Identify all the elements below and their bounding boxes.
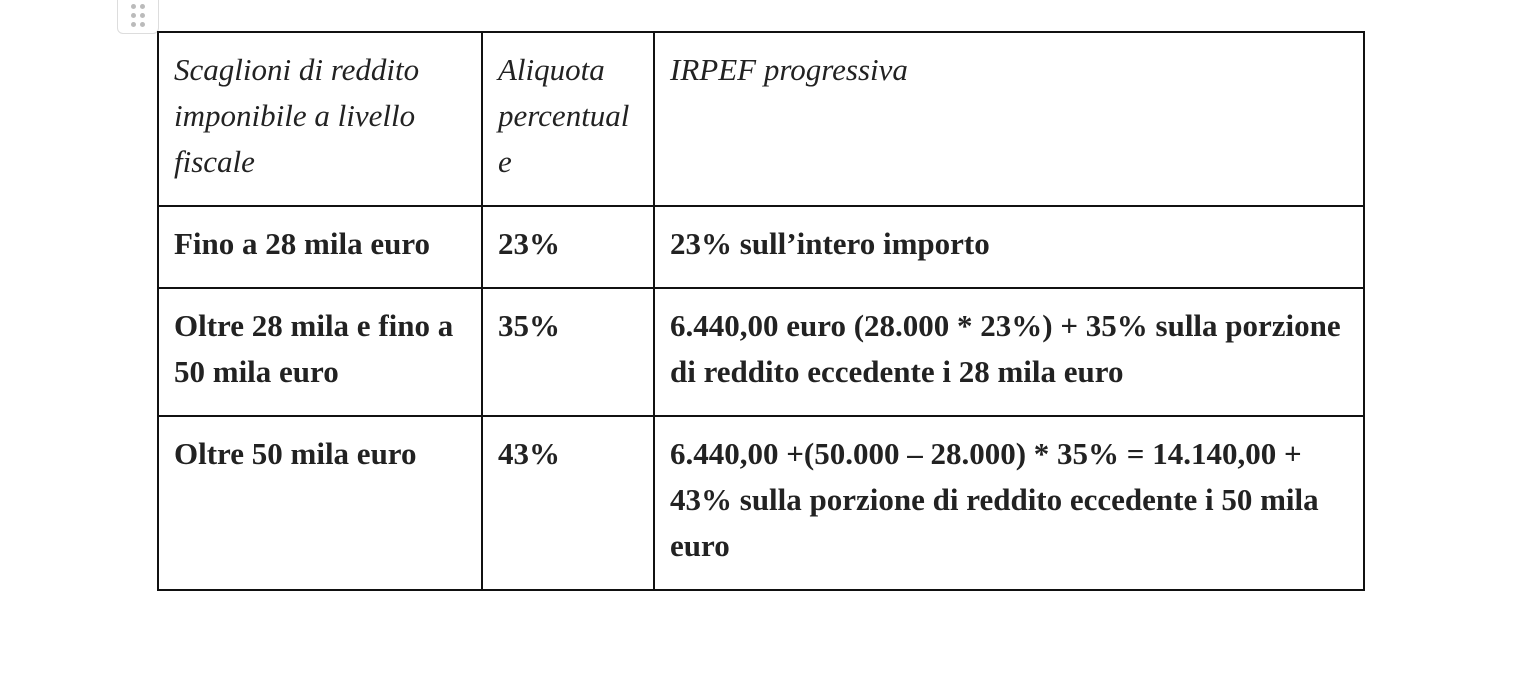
- table-cell: 23%: [481, 205, 655, 289]
- table-row: Oltre 50 mila euro 43% 6.440,00 +(50.000 –…: [157, 415, 1365, 591]
- table-cell: 6.440,00 +(50.000 – 28.000) * 35% = 14.1…: [653, 415, 1365, 591]
- header-cell: Scaglioni di reddito imponibile a livell…: [157, 31, 483, 207]
- table-row: Fino a 28 mila euro 23% 23% sull’intero im…: [157, 205, 1365, 289]
- table-cell: 6.440,00 euro (28.000 * 23%) + 35% sulla…: [653, 287, 1365, 417]
- table-cell: 23% sull’intero importo: [653, 205, 1365, 289]
- table-cell: Oltre 50 mila euro: [157, 415, 483, 591]
- table-cell: 43%: [481, 415, 655, 591]
- table-cell: Fino a 28 mila euro: [157, 205, 483, 289]
- table-cell: Oltre 28 mila e fino a 50 mila euro: [157, 287, 483, 417]
- tax-table: Scaglioni di reddito imponibile a livell…: [157, 31, 1365, 591]
- header-cell: Aliquota percentuale: [481, 31, 655, 207]
- table-cell: 35%: [481, 287, 655, 417]
- header-row: Scaglioni di reddito imponibile a livell…: [157, 31, 1365, 207]
- header-cell: IRPEF progressiva: [653, 31, 1365, 207]
- table-row: Oltre 28 mila e fino a 50 mila euro 35% 6.…: [157, 287, 1365, 417]
- drag-handle[interactable]: [117, 0, 159, 34]
